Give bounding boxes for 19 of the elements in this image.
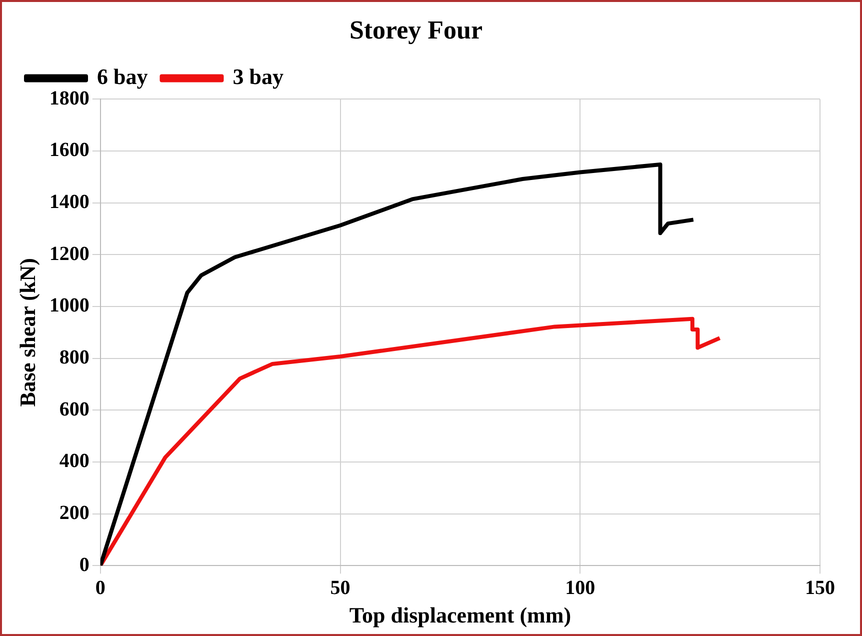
- x-axis-title: Top displacement (mm): [349, 602, 572, 628]
- y-axis-title: Base shear (kN): [14, 258, 40, 407]
- y-tick-label: 600: [59, 398, 90, 420]
- x-tick-label: 0: [95, 576, 106, 599]
- y-tick-label: 200: [59, 502, 90, 524]
- y-tick-label: 0: [79, 554, 90, 576]
- y-tick-label: 1000: [49, 294, 90, 317]
- y-tick-label: 1800: [49, 87, 90, 110]
- legend-label: 3 bay: [232, 64, 284, 89]
- y-tick-label: 1600: [49, 139, 90, 162]
- x-tick-label: 100: [565, 576, 596, 599]
- chart-title: Storey Four: [349, 15, 483, 44]
- y-tick-label: 400: [59, 450, 90, 472]
- y-tick-label: 1400: [49, 191, 90, 214]
- legend-label: 6 bay: [97, 64, 148, 89]
- y-tick-label: 1200: [49, 242, 90, 265]
- x-tick-label: 50: [330, 576, 350, 599]
- x-tick-label: 150: [805, 576, 835, 599]
- y-tick-label: 800: [59, 346, 90, 368]
